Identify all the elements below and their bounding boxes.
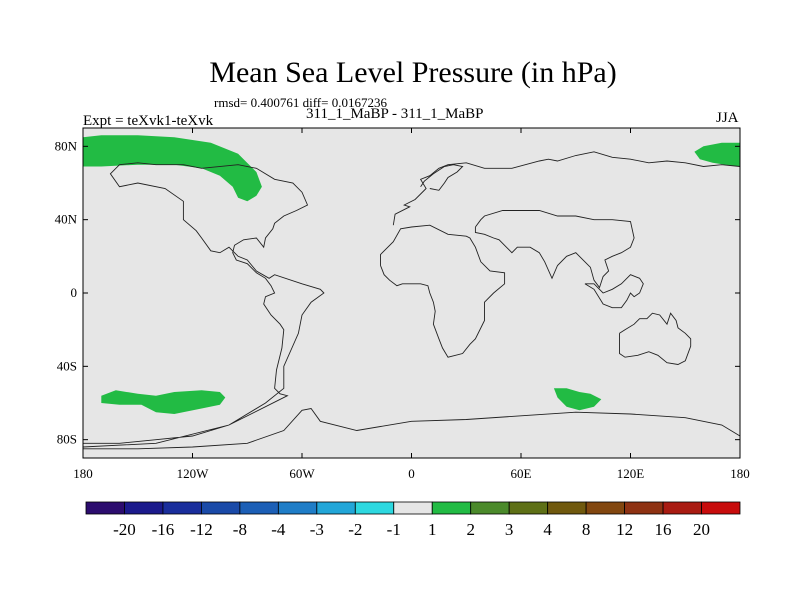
colorbar-swatch	[431, 501, 472, 515]
anomaly-region-indian-ocean-south	[553, 388, 602, 411]
colorbar-swatch	[201, 501, 241, 515]
anomaly-region-south-pacific	[101, 390, 226, 414]
y-tick-label: 80N	[55, 138, 78, 153]
colorbar-swatch	[393, 501, 433, 515]
y-tick-label: 0	[71, 285, 78, 300]
map-layer	[83, 135, 740, 450]
colorbar-label: -8	[233, 520, 247, 539]
y-tick-label: 40S	[57, 358, 77, 373]
colorbar-swatch	[277, 501, 318, 515]
anomaly-region-east-siberian-arctic	[694, 142, 740, 167]
runs-label: 311_1_MaBP - 311_1_MaBP	[306, 106, 484, 122]
x-tick-label: 0	[408, 466, 415, 481]
y-tick-label: 40N	[55, 212, 78, 227]
colorbar-label: 3	[505, 520, 514, 539]
colorbar-swatch	[624, 501, 664, 515]
colorbar-label: 12	[616, 520, 633, 539]
colorbar-swatch	[585, 501, 625, 515]
colorbar-swatch	[85, 501, 125, 515]
colorbar-label: -12	[190, 520, 213, 539]
colorbar-swatch	[354, 501, 395, 515]
x-tick-label: 180	[730, 466, 750, 481]
anomaly-region-north-pacific-arctic	[83, 135, 262, 202]
colorbar-label: -16	[152, 520, 175, 539]
colorbar-label: -4	[271, 520, 286, 539]
x-tick-label: 120W	[177, 466, 210, 481]
coastline-asia-south	[474, 210, 635, 289]
colorbar-swatch	[508, 501, 549, 515]
season-label: JJA	[716, 110, 739, 126]
experiment-label: Expt = teXvk1-teXvk	[83, 113, 214, 129]
coastline-americas	[83, 162, 325, 448]
colorbar-label: -2	[348, 520, 362, 539]
colorbar-swatch	[470, 501, 510, 515]
colorbar-label: -3	[310, 520, 324, 539]
colorbar-swatch	[547, 501, 587, 515]
colorbar-label: 8	[582, 520, 591, 539]
coastline-antarctica	[83, 408, 740, 450]
colorbar-label: 2	[466, 520, 475, 539]
colorbar-label: -1	[387, 520, 401, 539]
colorbar-swatch	[162, 501, 202, 515]
chart-title: Mean Sea Level Pressure (in hPa)	[209, 56, 617, 89]
colorbar-label: 1	[428, 520, 437, 539]
coastline-eurasia	[392, 151, 740, 226]
coastline-scandinavia	[420, 164, 464, 191]
stats-text: rmsd= 0.400761 diff= 0.0167236	[214, 95, 387, 110]
x-tick-label: 180	[73, 466, 93, 481]
colorbar-label: 20	[693, 520, 710, 539]
colorbar-swatch	[239, 501, 279, 515]
coastline-australia	[619, 312, 692, 365]
coastline-southeast-asian-islands	[584, 274, 644, 309]
y-tick-label: 80S	[57, 432, 77, 447]
x-tick-label: 120E	[617, 466, 645, 481]
colorbar-swatch	[124, 501, 164, 515]
coastline-africa	[380, 224, 506, 358]
colorbar-swatch	[316, 501, 356, 515]
colorbar-swatch	[662, 501, 702, 515]
x-tick-label: 60E	[511, 466, 532, 481]
x-tick-label: 60W	[289, 466, 315, 481]
colorbar-label: -20	[113, 520, 136, 539]
colorbar-label: 16	[655, 520, 672, 539]
colorbar-label: 4	[543, 520, 552, 539]
colorbar-swatch	[701, 501, 741, 515]
